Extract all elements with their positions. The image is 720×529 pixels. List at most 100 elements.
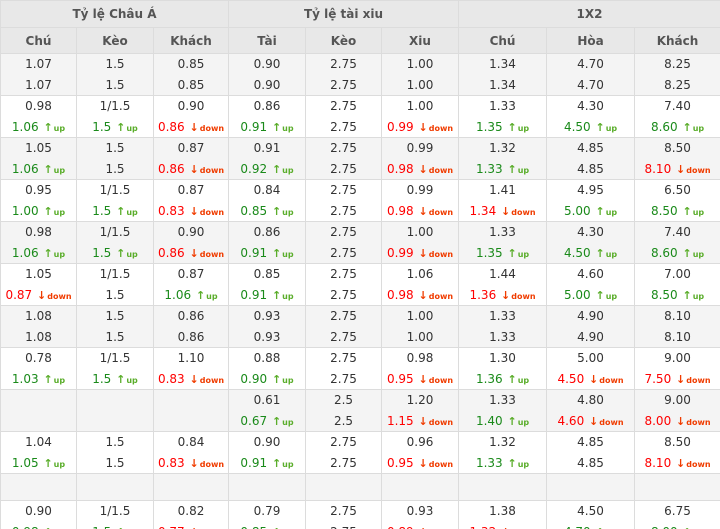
odds-value: 2.75 <box>330 57 357 71</box>
odds-value: 0.90 <box>25 504 52 518</box>
odds-value: 0.84 <box>177 435 205 449</box>
opening-odds: 1.33 <box>459 222 546 243</box>
opening-odds: 8.50 <box>635 432 720 453</box>
arrow-up-icon: up <box>43 124 65 133</box>
odds-value: 1.5 up <box>92 120 138 134</box>
current-odds: 0.98 up <box>1 522 76 529</box>
odds-value: 4.70 <box>577 57 604 71</box>
current-odds: 2.75 <box>306 369 381 390</box>
odds-cell: 2.75 2.75 <box>305 500 382 529</box>
col-under: Xiu <box>380 27 460 54</box>
odds-value: 1.00 up <box>12 204 65 218</box>
arrow-up-icon: up <box>272 250 294 259</box>
opening-odds: 1/1.5 <box>77 96 153 117</box>
odds-value: 1.5 <box>105 309 125 323</box>
odds-value: 8.25 <box>664 77 691 92</box>
arrow-down-icon: down <box>589 376 624 385</box>
odds-value: 2.75 <box>330 225 357 239</box>
opening-odds: 8.10 <box>635 306 720 327</box>
odds-value: 4.70 up <box>564 525 617 529</box>
opening-odds: 4.90 <box>547 306 634 327</box>
opening-odds: 7.00 <box>635 264 720 285</box>
current-odds: 4.50 up <box>547 243 634 264</box>
odds-cell: 0.87 0.83 down <box>153 179 229 222</box>
opening-odds: 0.86 <box>229 222 305 243</box>
odds-value: 6.50 <box>664 183 691 197</box>
odds-value: 8.50 up <box>651 288 704 302</box>
opening-odds: 1.5 <box>77 54 153 75</box>
arrow-down-icon: down <box>419 250 454 259</box>
arrow-down-icon: down <box>419 418 454 427</box>
odds-cell: 1.33 1.33 <box>458 305 548 348</box>
current-odds: 0.83 down <box>154 453 228 474</box>
opening-odds: 0.90 <box>229 432 305 453</box>
current-odds: 2.75 <box>306 159 381 180</box>
odds-value: 7.40 <box>664 225 691 239</box>
opening-odds: 1/1.5 <box>77 501 153 522</box>
current-odds: 1.5 up <box>77 117 153 138</box>
current-odds: 1.5 up <box>77 369 153 390</box>
arrow-up-icon: up <box>116 124 138 133</box>
odds-value: 1/1.5 <box>99 351 131 365</box>
current-odds: 0.67 up <box>229 411 305 432</box>
odds-cell: 4.60 5.00 up <box>546 263 636 306</box>
odds-value: 1.5 up <box>92 525 138 529</box>
arrow-up-icon: up <box>682 250 704 259</box>
opening-odds: 7.40 <box>635 222 720 243</box>
opening-odds: 1.5 <box>77 432 153 453</box>
current-odds: 4.85 <box>547 159 634 180</box>
odds-value: 2.5 <box>333 413 354 428</box>
opening-odds: 4.85 <box>547 432 634 453</box>
odds-cell: 1.07 1.07 <box>0 53 77 96</box>
current-odds: 0.99 down <box>382 243 458 264</box>
opening-odds: 1.5 <box>77 138 153 159</box>
arrow-down-icon: down <box>676 460 711 469</box>
odds-cell: 0.98 1.06 up <box>0 95 77 138</box>
odds-value: 1.07 <box>25 57 52 71</box>
opening-odds: 9.00 <box>635 348 720 369</box>
odds-value: 0.93 <box>253 329 281 344</box>
odds-value: 1.06 up <box>12 162 65 176</box>
arrow-up-icon: up <box>272 166 294 175</box>
odds-value: 1.5 up <box>92 204 138 218</box>
odds-value: 1/1.5 <box>99 225 131 239</box>
odds-cell: 4.90 4.90 <box>546 305 636 348</box>
odds-value: 1.32 down <box>469 525 535 529</box>
arrow-up-icon: up <box>595 208 617 217</box>
odds-cell: 2.75 2.75 <box>305 221 382 264</box>
current-odds: 0.89 down <box>382 522 458 529</box>
opening-odds: 0.87 <box>154 264 228 285</box>
arrow-down-icon: down <box>501 292 536 301</box>
odds-value: 0.98 <box>25 99 52 113</box>
odds-cell: 7.40 8.60 up <box>634 221 720 264</box>
current-odds: 0.99 down <box>382 117 458 138</box>
odds-value: 0.83 down <box>158 204 224 218</box>
opening-odds: 1.07 <box>1 54 76 75</box>
odds-value: 2.5 <box>333 393 354 407</box>
odds-value: 1.15 down <box>387 414 453 428</box>
odds-cell: 1.33 1.35 up <box>458 221 548 264</box>
odds-value: 1.41 <box>489 183 516 197</box>
current-odds: 1.00 <box>382 75 458 96</box>
arrow-down-icon: down <box>419 376 454 385</box>
arrow-up-icon: up <box>507 124 529 133</box>
odds-value: 1.33 up <box>476 162 529 176</box>
current-odds: 1.15 down <box>382 411 458 432</box>
odds-value: 4.85 <box>577 435 604 449</box>
current-odds: 0.95 down <box>382 453 458 474</box>
current-odds: 8.50 up <box>635 201 720 222</box>
odds-value: 0.95 <box>25 183 52 197</box>
odds-value: 2.75 <box>330 504 357 518</box>
odds-value: 0.99 down <box>387 120 453 134</box>
odds-value: 0.99 <box>406 183 434 197</box>
odds-cell: 1/1.5 1.5 up <box>76 95 154 138</box>
odds-value: 8.10 down <box>644 162 710 176</box>
odds-cell: 0.86 0.86 <box>153 305 229 348</box>
opening-odds: 0.86 <box>154 306 228 327</box>
opening-odds: 0.99 <box>382 138 458 159</box>
odds-cell: 1.00 0.99 down <box>380 95 460 138</box>
current-odds: 0.91 up <box>229 117 305 138</box>
odds-value: 4.50 up <box>564 246 617 260</box>
odds-value: 2.75 <box>330 287 357 302</box>
